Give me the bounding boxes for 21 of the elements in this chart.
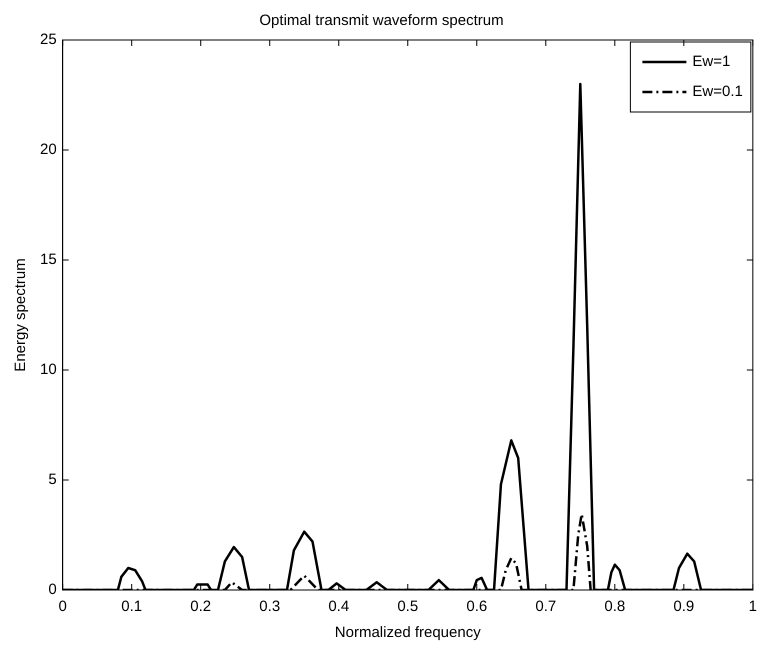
x-tick-label: 0.2 [190,598,212,616]
legend-label: Ew=0.1 [692,83,743,100]
y-tick-label: 0 [48,581,57,598]
legend-label: Ew=1 [692,53,730,70]
y-tick-label: 10 [40,361,57,378]
x-tick-label: 0.1 [121,598,142,616]
x-tick-label: 0.6 [466,598,488,616]
y-tick-label: 5 [48,471,57,488]
x-axis-title: Normalized frequency [334,624,482,642]
y-tick-label: 20 [40,141,57,158]
x-tick-label: 1 [748,598,757,616]
y-tick-label: 25 [40,31,57,48]
y-axis-title: Energy spectrum [12,258,30,372]
x-tick-label: 0.3 [259,598,280,616]
x-tick-label: 0.5 [397,598,418,616]
x-tick-label: 0.8 [604,598,626,616]
x-tick-label: 0.9 [673,598,694,616]
x-tick-label: 0.4 [328,598,350,616]
chart-title: Optimal transmit waveform spectrum [259,12,504,30]
y-tick-label: 15 [40,251,57,268]
x-tick-label: 0.7 [535,598,556,616]
